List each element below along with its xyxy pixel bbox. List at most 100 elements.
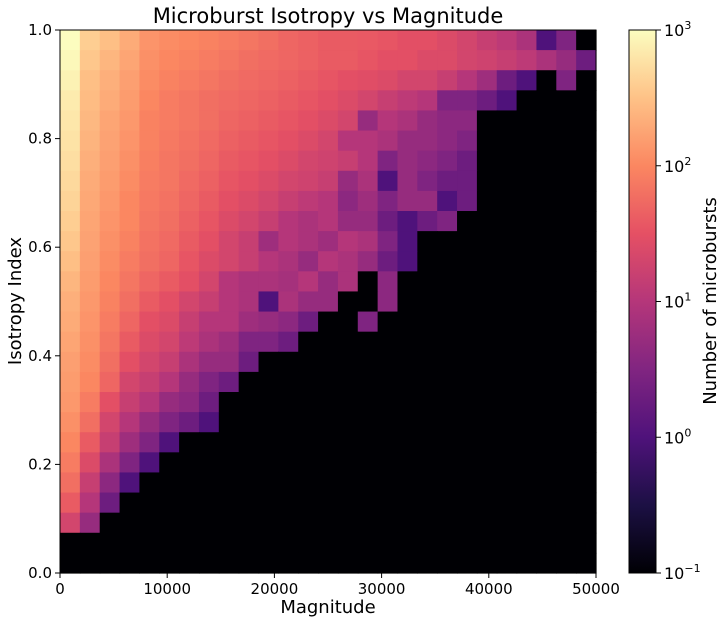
heatmap-cell	[198, 110, 220, 132]
heatmap-cell	[298, 311, 319, 333]
heatmap-cell	[556, 371, 577, 393]
heatmap-cell	[119, 512, 141, 534]
heatmap-cell	[179, 50, 200, 71]
heatmap-cell	[357, 552, 379, 574]
heatmap-cell	[258, 331, 279, 353]
heatmap-cell	[179, 150, 200, 172]
heatmap-cell	[179, 492, 200, 514]
heatmap-cell	[60, 512, 81, 534]
heatmap-cell	[238, 170, 260, 192]
heatmap-cell	[99, 492, 121, 514]
heatmap-cell	[258, 432, 279, 453]
heatmap-cell	[238, 211, 260, 232]
heatmap-cell	[337, 70, 359, 91]
heatmap-cell	[496, 532, 518, 554]
heatmap-cell	[79, 271, 101, 293]
heatmap-cell	[576, 231, 597, 252]
heatmap-cell	[496, 110, 518, 132]
heatmap-cell	[99, 291, 121, 313]
heatmap-cell	[179, 452, 200, 474]
heatmap-cell	[357, 211, 379, 232]
heatmap-cell	[437, 472, 458, 494]
heatmap-cell	[99, 412, 121, 433]
heatmap-cell	[258, 351, 279, 373]
heatmap-cell	[278, 251, 299, 272]
heatmap-cell	[417, 231, 438, 252]
heatmap-cell	[79, 150, 101, 172]
heatmap-cell	[298, 331, 319, 353]
heatmap-cell	[377, 170, 399, 192]
heatmap-cell	[60, 472, 81, 494]
heatmap-cell	[357, 110, 379, 132]
heatmap-cell	[397, 231, 418, 252]
heatmap-cell	[516, 130, 538, 152]
heatmap-cell	[377, 110, 399, 132]
heatmap-cell	[258, 271, 279, 293]
heatmap-cell	[179, 211, 200, 232]
heatmap-cell	[218, 130, 240, 152]
heatmap-cell	[258, 412, 279, 433]
heatmap-cell	[437, 130, 458, 152]
heatmap-cell	[536, 231, 557, 252]
heatmap-cell	[159, 291, 180, 313]
heatmap-cell	[417, 70, 438, 91]
heatmap-cell	[536, 392, 557, 413]
heatmap-cell	[417, 412, 438, 433]
heatmap-cell	[536, 130, 557, 152]
y-axis-ticks: 0.0 0.2 0.4 0.6 0.8 1.0	[28, 21, 60, 582]
heatmap-cell	[357, 311, 379, 333]
heatmap-cell	[437, 412, 458, 433]
heatmap-cell	[437, 231, 458, 252]
heatmap-cell	[397, 432, 418, 453]
heatmap-cell	[337, 211, 359, 232]
heatmap-cell	[298, 231, 319, 252]
heatmap-cell	[198, 311, 220, 333]
heatmap-cell	[179, 331, 200, 353]
heatmap-cell	[377, 190, 399, 212]
heatmap-cell	[496, 392, 518, 413]
heatmap-cell	[218, 291, 240, 313]
heatmap-cell	[496, 251, 518, 272]
heatmap-cell	[258, 472, 279, 494]
heatmap-cell	[516, 392, 538, 413]
heatmap-cell	[238, 412, 260, 433]
heatmap-cell	[238, 50, 260, 71]
heatmap-cell	[496, 70, 518, 91]
heatmap-cell	[119, 110, 141, 132]
heatmap-cell	[476, 211, 498, 232]
heatmap-cell	[298, 211, 319, 232]
heatmap-cell	[377, 351, 399, 373]
heatmap-cell	[119, 130, 141, 152]
heatmap-cell	[397, 532, 418, 554]
heatmap-cell	[218, 512, 240, 534]
heatmap-cell	[99, 271, 121, 293]
heatmap-cell	[139, 432, 160, 453]
heatmap-cell	[556, 392, 577, 413]
heatmap-cell	[397, 472, 418, 494]
heatmap-cell	[258, 130, 279, 152]
colorbar-tick-label: 103	[664, 19, 691, 40]
heatmap-cell	[337, 50, 359, 71]
heatmap-cell	[556, 412, 577, 433]
heatmap-cell	[437, 50, 458, 71]
heatmap-cell	[99, 392, 121, 413]
heatmap-cell	[159, 492, 180, 514]
x-tick-label: 10000	[143, 580, 191, 598]
heatmap-cell	[536, 331, 557, 353]
heatmap-cell	[318, 512, 339, 534]
heatmap-cell	[476, 552, 498, 574]
heatmap-cell	[516, 432, 538, 453]
heatmap-cell	[337, 130, 359, 152]
heatmap-cell	[397, 452, 418, 474]
heatmap-cell	[139, 130, 160, 152]
heatmap-cell	[337, 392, 359, 413]
heatmap-cell	[139, 291, 160, 313]
heatmap-cell	[457, 231, 478, 252]
heatmap-cell	[60, 170, 81, 192]
heatmap-cell	[576, 130, 597, 152]
heatmap-cell	[139, 472, 160, 494]
heatmap-cell	[318, 130, 339, 152]
heatmap-cell	[218, 552, 240, 574]
heatmap-cell	[536, 150, 557, 172]
heatmap-cell	[576, 271, 597, 293]
